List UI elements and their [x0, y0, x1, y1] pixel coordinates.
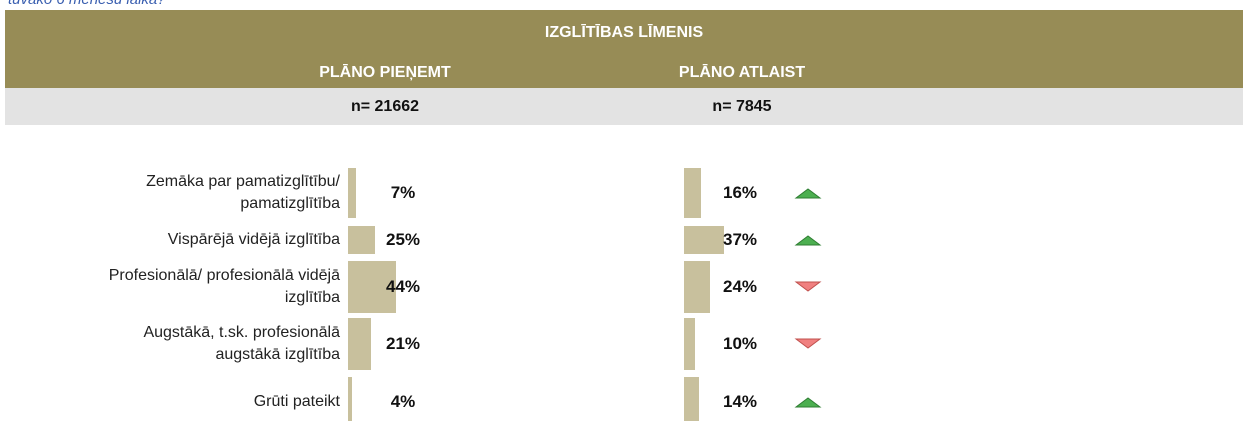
- trend-icon: [794, 397, 822, 408]
- subtitle: tuvāko 6 mēnešu laikā?: [8, 0, 166, 8]
- header-band: [5, 10, 1243, 88]
- trend-icon: [794, 281, 822, 292]
- category-line: Profesionālā/ profesionālā vidējā: [108, 267, 340, 284]
- category-label: Profesionālā/ profesionālā vidējā izglītī…: [0, 265, 340, 309]
- bar: [348, 377, 353, 421]
- series-name: PLĀNO PIEŅEMT: [319, 64, 451, 81]
- category-line: Vispārējā vidējā izglītība: [167, 231, 340, 248]
- category-label: Vispārējā vidējā izglītība: [0, 229, 340, 251]
- trend-down: [794, 281, 822, 292]
- trend-down: [794, 338, 822, 349]
- n-label: n= 21662: [350, 98, 420, 115]
- category-label: Grūti pateikt: [0, 391, 340, 413]
- value-label: 24%: [722, 277, 758, 296]
- n-label: n= 7845: [712, 98, 772, 115]
- trend-up: [794, 235, 822, 246]
- value-label: 16%: [722, 183, 758, 202]
- value-label: 44%: [385, 277, 421, 296]
- value-label: 10%: [722, 334, 758, 353]
- title: IZGLĪTĪBAS LĪMENIS: [544, 24, 704, 41]
- series-name: PLĀNO ATLAIST: [678, 64, 806, 81]
- category-label: Zemāka par pamatizglītību/pamatizglītība: [0, 171, 340, 215]
- n-band: [5, 88, 1243, 125]
- value-label: 21%: [385, 334, 421, 353]
- category-line: augstākā izglītība: [215, 346, 340, 363]
- value-label: 14%: [722, 392, 758, 411]
- category-line: Augstākā, t.sk. profesionālā: [143, 324, 340, 341]
- bar: [684, 377, 700, 421]
- bar: [348, 318, 371, 370]
- bar: [684, 261, 710, 313]
- trend-up: [794, 397, 822, 408]
- value-label: 7%: [390, 183, 416, 202]
- value-label: 4%: [390, 392, 416, 411]
- bar: [684, 168, 702, 218]
- category-line: Zemāka par pamatizglītību/: [146, 173, 340, 190]
- category-line: pamatizglītība: [240, 195, 340, 212]
- bar: [684, 318, 695, 370]
- value-label: 37%: [722, 230, 758, 249]
- value-label: 25%: [385, 230, 421, 249]
- trend-icon: [794, 235, 822, 246]
- bar: [348, 168, 356, 218]
- trend-icon: [794, 188, 822, 199]
- bar: [348, 261, 396, 313]
- category-label: Augstākā, t.sk. profesionālā augstākā izg…: [0, 322, 340, 366]
- bar: [348, 226, 375, 254]
- bar: [684, 226, 724, 254]
- category-line: Grūti pateikt: [253, 393, 340, 410]
- category-line: izglītība: [284, 289, 340, 306]
- trend-up: [794, 188, 822, 199]
- trend-icon: [794, 338, 822, 349]
